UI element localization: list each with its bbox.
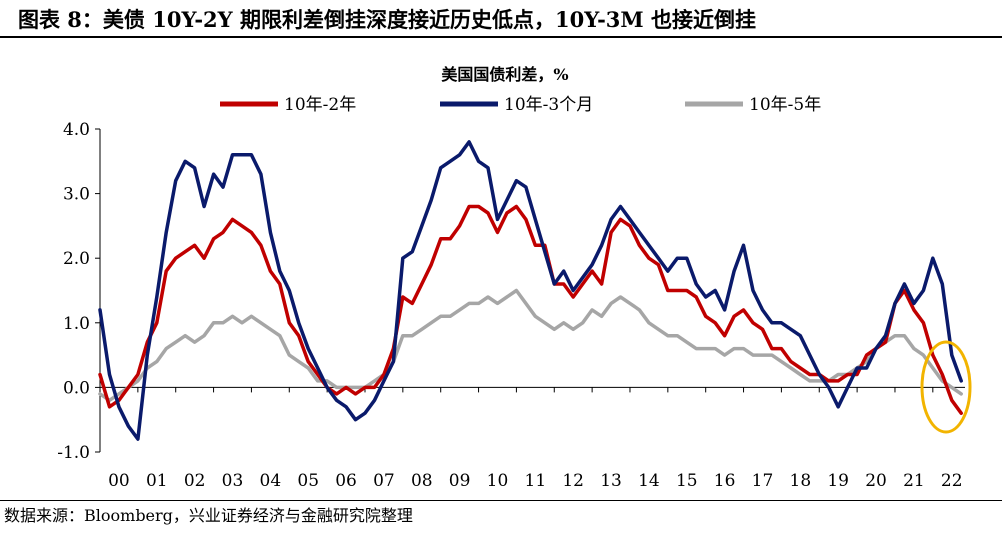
x-tick-label: 17	[752, 471, 774, 491]
x-tick-label: 20	[865, 471, 887, 491]
x-tick-label: 14	[638, 471, 660, 491]
x-tick-label: 03	[222, 471, 244, 491]
x-tick-label: 12	[562, 471, 584, 491]
source-rule	[0, 500, 1002, 501]
legend-label: 10年-3个月	[504, 95, 593, 115]
x-tick-label: 22	[941, 471, 963, 491]
y-tick-label: 4.0	[63, 120, 90, 140]
y-tick-label: 2.0	[63, 249, 90, 269]
x-tick-label: 18	[790, 471, 812, 491]
x-tick-label: 01	[146, 471, 168, 491]
x-tick-label: 08	[411, 471, 433, 491]
x-tick-label: 05	[297, 471, 319, 491]
x-tick-label: 16	[714, 471, 736, 491]
figure-title: 图表 8：美债 10Y-2Y 期限利差倒挂深度接近历史低点，10Y-3M 也接近…	[18, 7, 756, 32]
x-tick-label: 07	[373, 471, 395, 491]
x-tick-label: 19	[827, 471, 849, 491]
x-tick-label: 00	[108, 471, 130, 491]
x-tick-label: 15	[676, 471, 698, 491]
y-tick-label: 0.0	[63, 378, 90, 398]
legend-label: 10年-5年	[749, 95, 821, 115]
x-tick-label: 09	[449, 471, 471, 491]
source-note: 数据来源：Bloomberg，兴业证券经济与金融研究院整理	[4, 506, 413, 525]
legend: 10年-2年 10年-3个月 10年-5年	[220, 95, 821, 115]
y-tick-label: 3.0	[63, 185, 90, 205]
x-tick-label: 13	[600, 471, 622, 491]
x-tick-label: 10	[487, 471, 509, 491]
highlight-ellipse	[920, 340, 972, 434]
y-tick-label: -1.0	[57, 443, 90, 463]
x-tick-label: 21	[903, 471, 925, 491]
series-line	[98, 140, 963, 441]
legend-label: 10年-2年	[284, 95, 356, 115]
x-tick-label: 11	[525, 471, 547, 491]
x-tick-label: 04	[260, 471, 282, 491]
chart-title: 美国国债利差，%	[441, 65, 568, 84]
plot-area	[98, 140, 963, 441]
x-tick-label: 02	[184, 471, 206, 491]
y-tick-label: 1.0	[63, 314, 90, 334]
x-tick-label: 06	[335, 471, 357, 491]
axes: 4.0 3.0 2.0 1.0 0.0 -1.0 00 01 02 03 04 05 06 07 08 09 1…	[57, 120, 965, 491]
title-rule	[0, 36, 1002, 38]
series-line	[98, 288, 963, 403]
